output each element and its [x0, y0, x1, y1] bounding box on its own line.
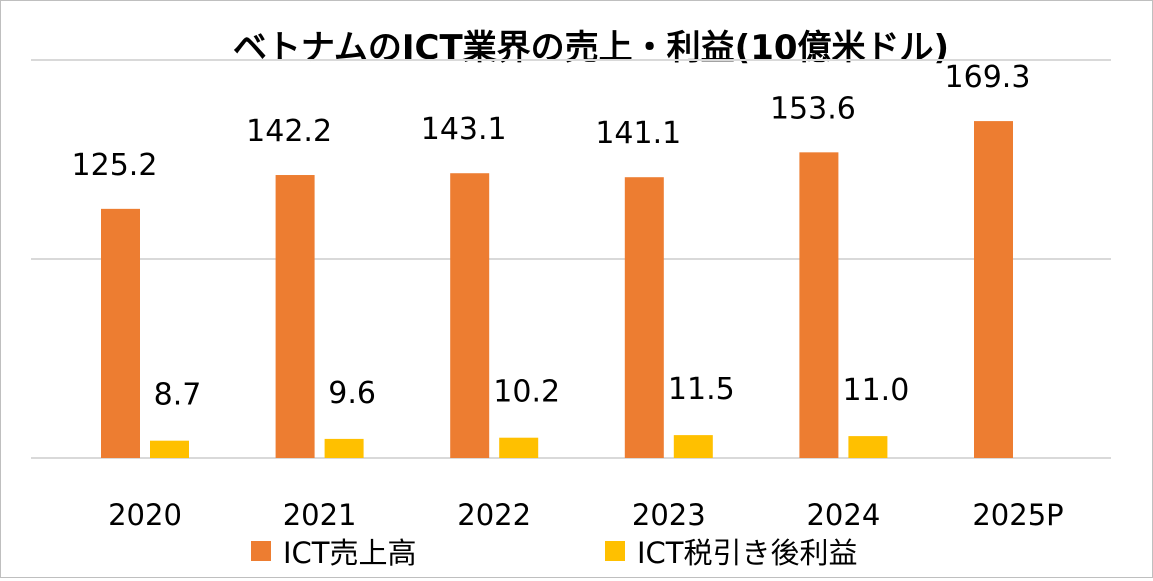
- legend-label: ICT売上高: [283, 536, 417, 570]
- legend-swatch: [251, 541, 271, 561]
- bar-revenue-2021: [275, 175, 315, 458]
- x-tick-label: 2022: [457, 498, 531, 532]
- data-label: 153.6: [770, 91, 856, 126]
- bar-revenue-2025P: [974, 121, 1013, 458]
- bar-profit-2021: [324, 438, 364, 458]
- x-tick-label: 2023: [632, 498, 706, 532]
- x-tick-label: 2024: [806, 498, 880, 532]
- data-label: 11.5: [668, 372, 735, 407]
- bar-profit-2022: [499, 437, 539, 458]
- data-label: 125.2: [72, 148, 158, 183]
- bar-revenue-2022: [450, 173, 490, 458]
- bar-revenue-2020: [101, 208, 140, 458]
- data-label: 142.2: [246, 114, 332, 149]
- data-label: 143.1: [421, 112, 507, 147]
- data-label: 9.6: [328, 376, 376, 411]
- data-label: 11.0: [843, 373, 910, 408]
- bar-revenue-2024: [799, 152, 839, 458]
- data-label: 141.1: [595, 116, 681, 151]
- x-tick-label: 2021: [283, 498, 357, 532]
- chart-title: ベトナムのICT業界の売上・利益(10億米ドル): [233, 28, 949, 68]
- legend-label: ICT税引き後利益: [637, 536, 858, 570]
- data-label: 8.7: [154, 378, 202, 413]
- x-tick-label: 2020: [108, 498, 182, 532]
- bar-profit-2023: [673, 435, 713, 458]
- data-label: 10.2: [493, 375, 560, 410]
- legend-swatch: [605, 541, 625, 561]
- x-tick-label: 2025P: [972, 498, 1063, 532]
- bar-revenue-2023: [624, 177, 664, 458]
- data-label: 169.3: [945, 60, 1031, 95]
- bar-profit-2024: [848, 436, 888, 458]
- bar-profit-2020: [150, 440, 189, 458]
